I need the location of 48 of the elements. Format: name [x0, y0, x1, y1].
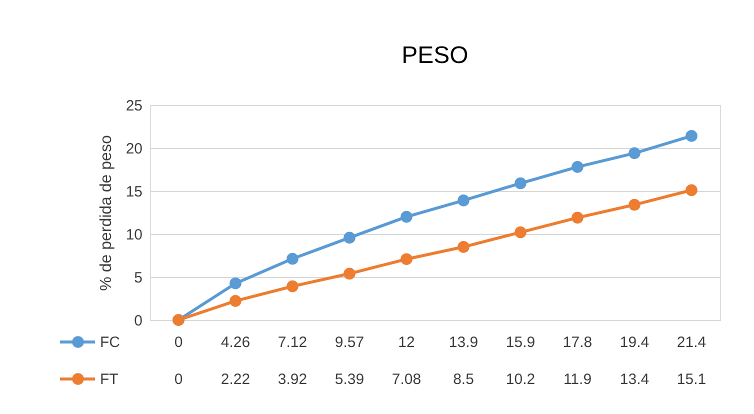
point	[628, 147, 640, 160]
data-label: 2.22	[220, 371, 250, 388]
data-label: 0	[174, 371, 183, 388]
chart-title: PESO	[402, 42, 468, 69]
y-tick-label: 0	[134, 312, 142, 330]
point	[230, 277, 242, 290]
point	[344, 268, 356, 280]
y-tick-label: 10	[126, 226, 142, 244]
point	[572, 161, 584, 173]
point	[286, 252, 298, 265]
data-label: 15.9	[506, 334, 536, 351]
data-label: 5.39	[334, 371, 364, 388]
y-tick-label: 25	[126, 98, 142, 114]
data-label: 7.08	[392, 371, 422, 388]
data-label: 8.5	[453, 371, 474, 388]
legend-label: FC	[100, 334, 120, 351]
y-tick-label: 5	[134, 270, 142, 286]
data-label: 7.12	[278, 334, 308, 351]
y-axis-title: % de perdida de peso	[98, 135, 115, 291]
data-label: 10.2	[506, 371, 536, 388]
data-label: 13.4	[620, 371, 650, 388]
point	[344, 232, 356, 244]
data-label: 12	[398, 334, 415, 351]
data-label: 17.8	[562, 334, 592, 351]
point	[400, 210, 412, 223]
point	[286, 280, 298, 292]
point	[572, 212, 584, 224]
y-tick-label: 15	[126, 184, 142, 200]
point	[686, 184, 698, 196]
point	[628, 198, 640, 211]
data-label: 4.26	[220, 334, 250, 351]
point	[514, 177, 526, 190]
y-tick-label: 20	[126, 140, 142, 158]
point	[686, 130, 698, 142]
point	[230, 295, 242, 307]
data-label: 21.4	[676, 334, 706, 351]
data-label: 9.57	[334, 334, 364, 351]
data-label: 19.4	[620, 334, 650, 351]
data-label: 13.9	[448, 334, 478, 351]
point	[400, 253, 412, 266]
point	[458, 240, 470, 253]
point	[514, 226, 526, 238]
data-label: 15.1	[676, 371, 706, 388]
legend-label: FT	[100, 371, 118, 388]
data-label: 3.92	[278, 371, 308, 388]
data-label: 11.9	[563, 371, 592, 388]
point	[458, 194, 470, 206]
data-label: 0	[174, 334, 183, 351]
